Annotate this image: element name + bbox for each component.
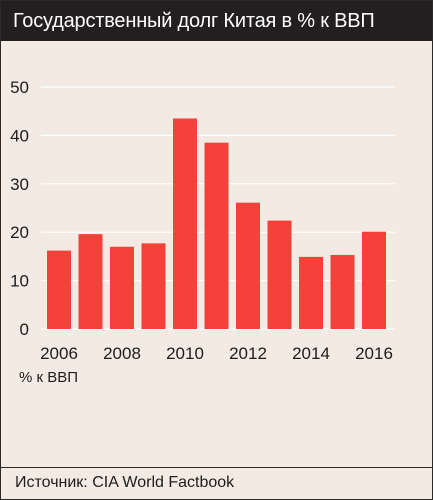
bar-2010 <box>173 118 197 330</box>
y-tick-label: 30 <box>10 175 29 194</box>
bar-2007 <box>78 234 103 329</box>
bars <box>47 118 386 330</box>
bar-2014 <box>299 256 323 329</box>
x-tick-label: 2008 <box>103 344 141 363</box>
title-bar: Государственный долг Китая в % к ВВП <box>1 1 432 41</box>
bar-chart: 0 10 20 30 40 50 2006 2008 2010 2012 2014 2016 % к… <box>10 78 395 386</box>
bar-2009 <box>141 243 166 329</box>
bar-2015 <box>330 254 355 329</box>
y-axis-unit-label: % к ВВП <box>19 369 78 386</box>
bar-2006 <box>47 250 71 329</box>
x-tick-label: 2014 <box>292 344 330 363</box>
x-tick-label: 2016 <box>355 344 393 363</box>
bar-2011 <box>204 142 229 329</box>
chart-area: 0 10 20 30 40 50 2006 2008 2010 2012 2014 2016 % к… <box>1 41 432 461</box>
bar-2008 <box>110 246 134 329</box>
source-footer: Источник: CIA World Factbook <box>1 467 432 499</box>
y-tick-label: 20 <box>10 223 29 242</box>
bar-2016 <box>362 231 386 329</box>
y-tick-label: 40 <box>10 126 29 145</box>
y-tick-label: 10 <box>10 272 29 291</box>
y-tick-label: 0 <box>20 320 29 339</box>
x-tick-label: 2006 <box>40 344 78 363</box>
y-tick-label: 50 <box>10 78 29 97</box>
chart-title: Государственный долг Китая в % к ВВП <box>13 10 375 32</box>
x-tick-label: 2010 <box>166 344 204 363</box>
y-axis-ticks: 0 10 20 30 40 50 <box>10 78 29 339</box>
x-tick-label: 2012 <box>229 344 267 363</box>
source-text: Источник: CIA World Factbook <box>15 474 235 491</box>
bar-2012 <box>236 202 260 329</box>
bar-2013 <box>267 220 292 329</box>
x-axis-ticks: 2006 2008 2010 2012 2014 2016 <box>40 344 393 363</box>
